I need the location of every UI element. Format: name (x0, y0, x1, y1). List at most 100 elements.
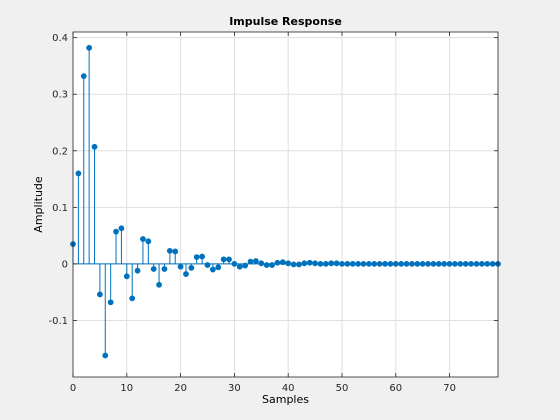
stem-marker (226, 256, 232, 263)
stem-marker (355, 260, 362, 267)
stem-marker (177, 263, 184, 270)
stem-marker (339, 260, 345, 267)
stem-marker (371, 260, 378, 267)
y-tick-label: 0.4 (52, 33, 68, 44)
x-tick-label: 50 (336, 383, 349, 394)
stem-marker (306, 259, 313, 266)
stem-marker (296, 261, 302, 268)
stem-marker (193, 254, 200, 260)
stem-marker (113, 228, 119, 235)
stem-marker (118, 225, 125, 232)
stem-marker (462, 260, 469, 267)
stem-marker (285, 260, 292, 267)
stem-marker (274, 259, 281, 266)
stem-marker (209, 266, 216, 273)
stem-marker (247, 258, 254, 265)
y-axis-label: Amplitude (32, 176, 45, 233)
stem-marker (140, 236, 146, 242)
stem-marker (80, 73, 87, 80)
stem-marker (392, 260, 399, 267)
stem-marker (457, 260, 464, 267)
stem-marker (446, 260, 453, 267)
stem-marker (183, 271, 189, 277)
chart-title: Impulse Response (229, 15, 342, 28)
stem-marker (473, 260, 480, 267)
stem-marker (452, 260, 458, 267)
stem-marker (75, 170, 82, 177)
stem-marker (166, 247, 173, 254)
y-tick-label: -0.1 (48, 316, 68, 327)
stem-marker (156, 281, 162, 288)
stem-marker (301, 260, 308, 267)
stem-marker (478, 260, 485, 267)
stem-marker (123, 273, 130, 280)
axes-box (72, 31, 499, 378)
stem-marker (279, 259, 286, 266)
stem-marker (328, 260, 335, 267)
stem-marker (253, 258, 259, 264)
y-tick-label: 0.3 (52, 90, 68, 101)
stem-marker (231, 260, 238, 267)
stem-marker (468, 260, 475, 267)
stem-marker (317, 260, 324, 267)
stem-marker (333, 260, 340, 267)
stem-marker (290, 261, 297, 268)
stem-marker (419, 260, 426, 267)
stem-marker (188, 264, 195, 271)
axis-ticks: 0 10 20 30 40 50 60 70 -0.1 0 0.1 0.2 0.3 0.4 (48, 32, 498, 394)
stem-marker (107, 299, 114, 306)
stem-marker (435, 260, 442, 267)
x-axis-label: Samples (262, 393, 309, 406)
x-tick-label: 40 (282, 383, 295, 394)
stem-marker (199, 253, 206, 260)
stem-marker (172, 248, 179, 255)
stem-marker (349, 260, 356, 267)
stem-marker (409, 260, 415, 267)
y-tick-label: 0.2 (52, 146, 68, 157)
stem-marker (204, 262, 211, 268)
stem-marker (387, 260, 394, 267)
x-tick-label: 0 (70, 383, 76, 394)
y-tick-label: 0.1 (52, 203, 68, 214)
stem-marker (484, 260, 491, 267)
grid-lines (72, 32, 498, 377)
x-tick-label: 10 (120, 383, 133, 394)
stem-marker (145, 238, 152, 245)
stem-marker (129, 295, 136, 302)
stem-marker (150, 266, 157, 272)
stem-marker (269, 262, 275, 268)
stem-marker (360, 260, 367, 267)
stem-marker (322, 260, 329, 267)
stem-marker (242, 262, 249, 269)
stem-marker (96, 291, 103, 298)
stem-marker (425, 260, 431, 267)
stem-marker (134, 267, 141, 274)
axes-background (73, 32, 498, 377)
x-tick-label: 60 (389, 383, 402, 394)
stem-marker (376, 260, 383, 267)
stem-marker (344, 260, 351, 267)
stem-marker (220, 256, 227, 263)
stem-marker (215, 264, 222, 271)
stem-marker (236, 263, 243, 270)
stem-marker (414, 260, 421, 267)
stem-marker (403, 260, 410, 267)
x-tick-label: 30 (228, 383, 241, 394)
x-tick-label: 70 (443, 383, 456, 394)
stem-marker (365, 260, 372, 267)
stem-marker (86, 44, 93, 51)
stem-marker (102, 352, 109, 359)
stem-marker (161, 266, 168, 272)
stem-marker (382, 260, 388, 267)
stem-series (70, 44, 501, 359)
stem-marker (441, 260, 448, 267)
stem-marker (398, 260, 405, 267)
stem-marker (263, 262, 270, 268)
stem-marker (258, 260, 265, 267)
y-tick-label: 0 (62, 259, 68, 270)
stem-marker (312, 260, 318, 267)
stem-marker (91, 143, 98, 150)
stem-marker (430, 260, 437, 267)
